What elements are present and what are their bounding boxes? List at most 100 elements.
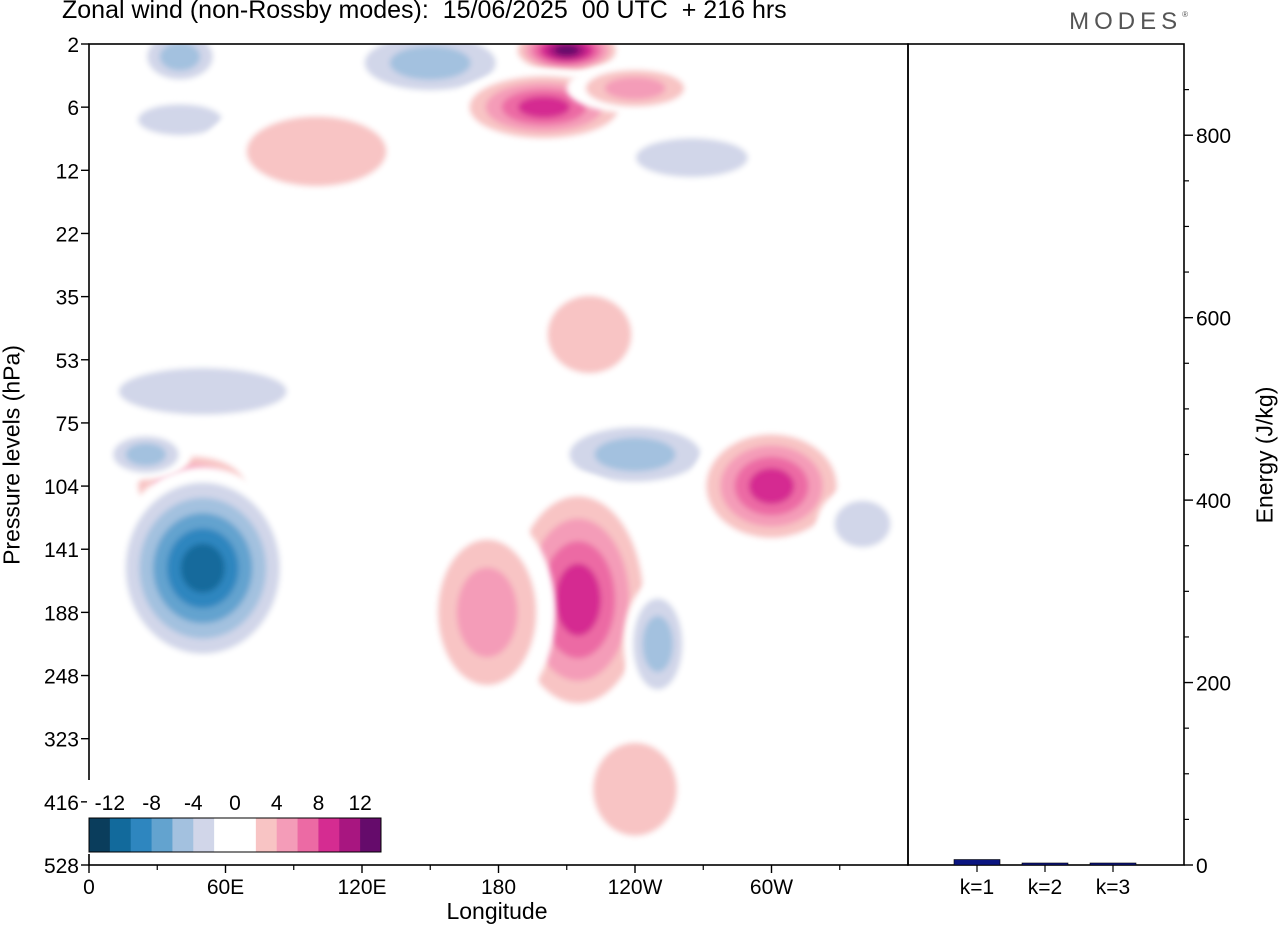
contour-level	[594, 437, 676, 472]
contour-blob-10	[89, 353, 340, 430]
colorbar-swatch	[193, 818, 215, 852]
contour-level	[180, 543, 225, 593]
energy-bar-k=3	[1089, 862, 1137, 866]
contour-level	[748, 468, 795, 505]
x-tick-label: 120E	[337, 876, 386, 899]
energy-bar-k=2	[1021, 862, 1069, 866]
y-tick-label: 6	[67, 97, 79, 120]
energy-tick-label: 200	[1196, 673, 1231, 696]
colorbar-swatch	[89, 818, 111, 852]
y-tick-label: 188	[44, 602, 79, 625]
colorbar-label: 8	[313, 792, 325, 815]
contour-level	[246, 116, 387, 187]
energy-category-label: k=2	[1028, 876, 1062, 899]
brand-logo: MODES®	[1069, 8, 1188, 35]
colorbar-swatch	[109, 818, 132, 852]
x-tick-label: 120W	[608, 876, 663, 899]
y-tick-label: 416	[44, 792, 79, 815]
contour-level	[604, 76, 666, 100]
colorbar-swatch	[360, 818, 382, 852]
contour-level	[554, 44, 579, 56]
energy-category-label: k=3	[1096, 876, 1130, 899]
energy-axis-label: Energy (J/kg)	[1251, 386, 1278, 524]
x-tick-label: 60W	[750, 876, 793, 899]
y-tick-label: 248	[44, 666, 79, 689]
contour-blob-2	[509, 44, 624, 76]
energy-category-label: k=1	[960, 876, 994, 899]
contour-blob-9	[521, 271, 658, 398]
colorbar-swatch	[297, 818, 319, 852]
contour-blob-12	[100, 429, 192, 480]
colorbar-border	[88, 817, 382, 853]
x-tick-label: 60E	[207, 876, 244, 899]
y-tick-label: 141	[44, 539, 79, 562]
energy-tick-label: 0	[1196, 855, 1208, 878]
contour-level	[635, 138, 748, 178]
x-tick-label: 0	[83, 876, 95, 899]
contour-level	[327, 189, 647, 278]
heatmap-field	[89, 44, 908, 865]
energy-bars: 0 200 400 600 800 k=1 k=2 k=3	[953, 89, 1231, 899]
contour-blob-8	[327, 189, 647, 278]
colorbar-swatch	[214, 818, 236, 852]
contour-level	[125, 443, 167, 466]
contour-blob-4	[566, 62, 704, 114]
contour-level	[159, 44, 201, 71]
colorbar-swatch	[339, 818, 361, 852]
y-tick-label: 323	[44, 729, 79, 752]
colorbar-label: 0	[229, 792, 241, 815]
contour-level	[834, 500, 891, 548]
colorbar-label: -4	[184, 792, 203, 815]
energy-frame	[907, 43, 1185, 866]
energy-tick-label: 400	[1196, 490, 1231, 513]
colorbar-swatch	[130, 818, 153, 852]
colorbar-label: 4	[271, 792, 283, 815]
contour-blob-0	[134, 44, 226, 89]
colorbar-swatch	[172, 818, 194, 852]
x-axis-label: Longitude	[446, 898, 548, 924]
y-tick-label: 53	[56, 350, 79, 373]
contour-level	[593, 742, 677, 836]
energy-tick-label: 600	[1196, 308, 1231, 331]
colorbar-label: -8	[142, 792, 161, 815]
contour-blob-18	[418, 511, 556, 714]
x-tick-label: 180	[481, 876, 516, 899]
y-axis-label: Pressure levels (hPa)	[0, 345, 25, 565]
contour-blob-16	[111, 467, 294, 670]
contour-blob-17	[498, 473, 658, 727]
contour-blob-20	[566, 713, 704, 865]
y-tick-label: 104	[44, 476, 79, 499]
contour-blob-19	[623, 580, 692, 708]
y-tick-label: 528	[44, 855, 79, 878]
contour-level	[642, 615, 673, 673]
chart-title: Zonal wind (non-Rossby modes): 15/06/202…	[62, 0, 787, 24]
energy-tick-label: 800	[1196, 125, 1231, 148]
contour-level	[456, 567, 518, 658]
energy-bar-k=1	[953, 859, 1001, 866]
contour-level	[389, 46, 471, 80]
y-tick-label: 35	[56, 287, 79, 310]
contour-level	[555, 563, 601, 636]
contour-blob-7	[600, 126, 783, 190]
y-tick-label: 75	[56, 413, 79, 436]
y-tick-label: 2	[67, 34, 79, 57]
contour-blob-14	[691, 422, 852, 550]
colorbar-swatch	[318, 818, 340, 852]
contour-blob-6	[202, 94, 431, 209]
colorbar-swatch	[235, 818, 257, 852]
contour-level	[547, 295, 632, 374]
y-tick-label: 22	[56, 223, 79, 246]
colorbar-label: -12	[95, 792, 125, 815]
colorbar: -12 -8 -4 0 4 8 12	[87, 780, 383, 854]
colorbar-swatch	[255, 818, 278, 852]
contour-blob-13	[544, 416, 726, 493]
contour-level	[118, 368, 287, 415]
colorbar-swatch	[276, 818, 299, 852]
colorbar-label: 12	[348, 792, 371, 815]
contour-level	[518, 96, 570, 118]
contour-level	[138, 104, 222, 136]
colorbar-swatch	[151, 818, 173, 852]
y-tick-label: 12	[56, 160, 79, 183]
